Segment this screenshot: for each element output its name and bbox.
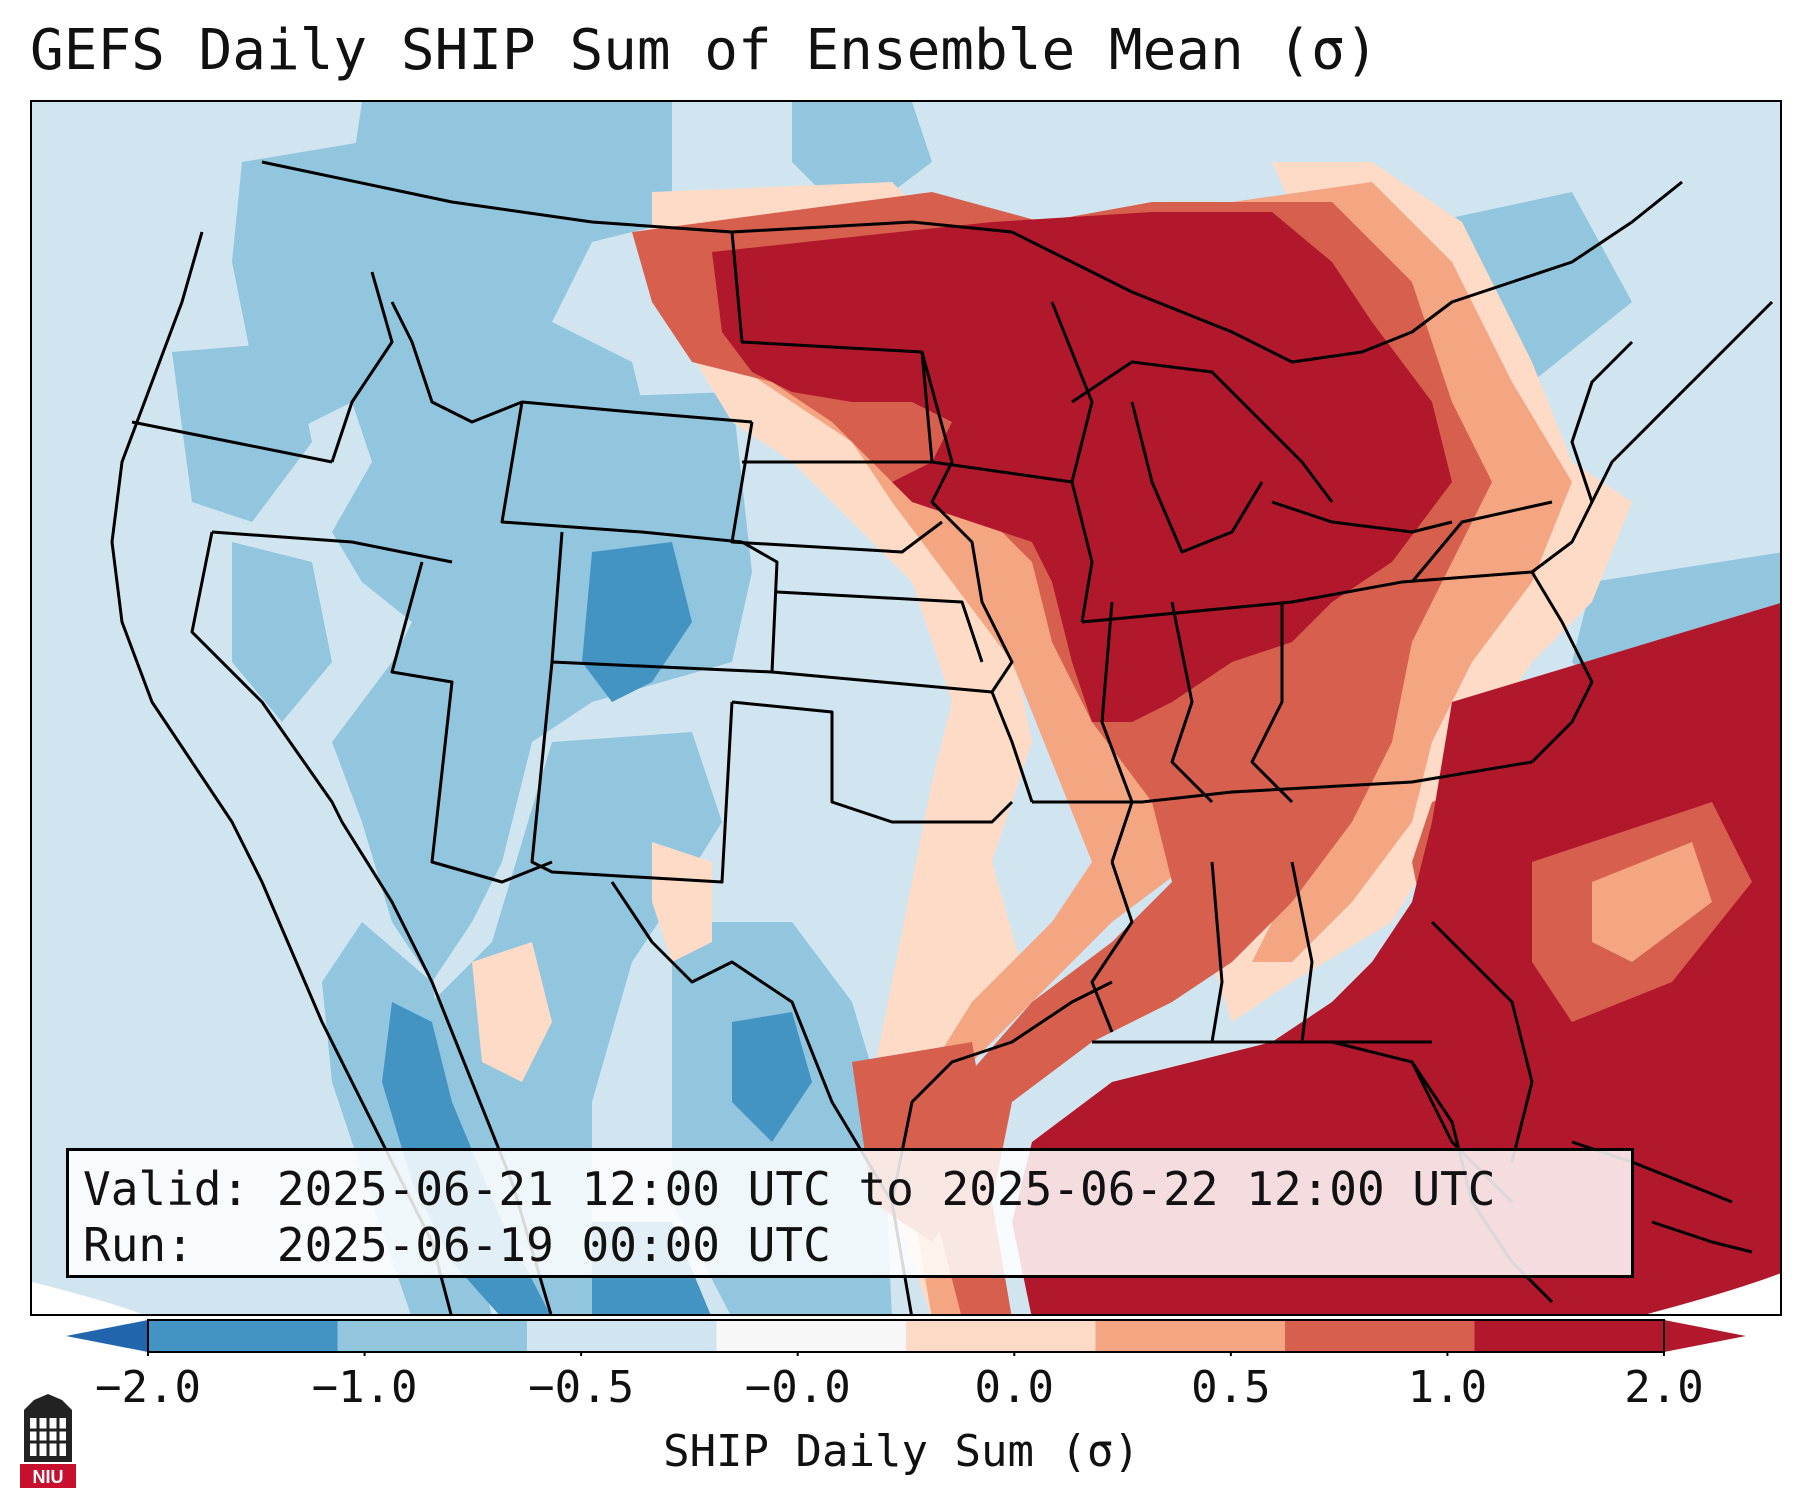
- chart-title: GEFS Daily SHIP Sum of Ensemble Mean (σ): [30, 18, 1379, 83]
- colorbar-tick-label: −0.0: [744, 1362, 851, 1413]
- colorbar-cell: [527, 1320, 717, 1352]
- colorbar-tick-label: 0.0: [974, 1362, 1055, 1413]
- colorbar-tick-label: 0.5: [1191, 1362, 1271, 1413]
- valid-time-range: 2025-06-21 12:00 UTC to 2025-06-22 12:00…: [276, 1162, 1496, 1216]
- colorbar-tick-label: −0.5: [528, 1362, 635, 1413]
- colorbar-cell: [716, 1320, 907, 1352]
- colorbar-extend-high: [1664, 1320, 1746, 1352]
- valid-label: Valid:: [83, 1162, 250, 1216]
- run-time: 2025-06-19 00:00 UTC: [276, 1218, 831, 1272]
- colorbar: [66, 1319, 1746, 1356]
- colorbar-cell: [1474, 1320, 1665, 1352]
- colorbar-extend-low: [66, 1320, 148, 1352]
- colorbar-cell: [1095, 1320, 1286, 1352]
- colorbar-tick-label: 1.0: [1407, 1362, 1488, 1413]
- colorbar-cell: [906, 1320, 1096, 1352]
- colorbar-tick-label: −1.0: [311, 1362, 418, 1413]
- ship-map: [32, 102, 1780, 1314]
- run-label: Run:: [83, 1218, 194, 1272]
- map-panel: [30, 100, 1782, 1316]
- colorbar-tick-label: −2.0: [95, 1362, 201, 1413]
- colorbar-tick-label: 2.0: [1624, 1362, 1704, 1413]
- colorbar-cell: [148, 1320, 338, 1352]
- valid-run-info-box: Valid: 2025-06-21 12:00 UTC to 2025-06-2…: [66, 1148, 1634, 1278]
- logo-text: NIU: [33, 1467, 64, 1487]
- niu-university-logo-icon: NIU: [20, 1394, 76, 1488]
- colorbar-cell: [1285, 1320, 1475, 1352]
- colorbar-label: SHIP Daily Sum (σ): [663, 1426, 1140, 1477]
- colorbar-cell: [337, 1320, 528, 1352]
- field-positive-extreme: [712, 212, 1780, 1314]
